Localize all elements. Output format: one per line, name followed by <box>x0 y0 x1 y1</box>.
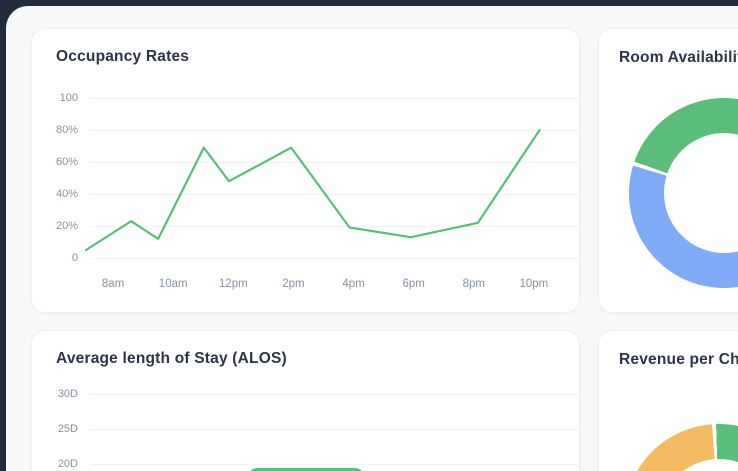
x-axis-tick-label: 10pm <box>519 278 549 290</box>
donut-hole <box>659 459 738 471</box>
gridline <box>91 464 579 465</box>
y-axis-tick-label: 25D <box>57 423 78 435</box>
donut-hole <box>664 133 738 253</box>
alos-bar <box>247 467 364 471</box>
y-axis-tick-label: 20% <box>55 220 78 232</box>
x-axis-tick-label: 6pm <box>402 278 425 290</box>
average-length-of-stay-card: Average length of Stay (ALOS) 30D 25D 20D <box>31 330 580 471</box>
x-axis-tick-label: 8am <box>101 278 125 290</box>
y-axis-tick-label: 40% <box>55 188 78 200</box>
gridline <box>91 258 581 259</box>
occupancy-line-chart: 100 80% 60% 40% 20% 0 8am 10am 12pm 2pm 4pm 6pm 8pm 1… <box>56 92 581 290</box>
card-title: Occupancy Rates <box>56 48 190 65</box>
gridline <box>91 194 581 195</box>
room-availability-card: Room Availability <box>598 28 738 313</box>
gridline <box>91 394 579 395</box>
y-axis-tick-label: 100 <box>59 92 78 104</box>
content-panel: Occupancy Rates 100 80% 60% 40% 20% 0 8am 10am 1… <box>6 6 738 471</box>
y-axis-tick-label: 60% <box>55 156 78 168</box>
revenue-per-channel-donut-chart <box>624 424 738 471</box>
alos-bar-chart: 30D 25D 20D <box>58 388 579 471</box>
x-axis-tick-label: 4pm <box>342 278 365 290</box>
gridline <box>91 226 581 227</box>
y-axis-tick-label: 80% <box>55 124 78 136</box>
gridline <box>91 130 581 131</box>
occupancy-rates-card: Occupancy Rates 100 80% 60% 40% 20% 0 8am 10am 1… <box>31 28 581 313</box>
x-axis-tick-label: 2pm <box>282 278 305 290</box>
room-availability-donut-chart <box>629 98 738 288</box>
gridline <box>91 162 581 163</box>
gridline <box>91 429 579 430</box>
x-axis-tick-label: 8pm <box>462 278 485 290</box>
y-axis-tick-label: 30D <box>57 388 78 400</box>
y-axis-tick-label: 0 <box>71 252 78 264</box>
y-axis-tick-label: 20D <box>57 458 78 470</box>
card-title: Room Availability <box>619 49 738 66</box>
card-title: Revenue per Channel <box>619 351 738 368</box>
card-title: Average length of Stay (ALOS) <box>56 350 287 367</box>
revenue-per-channel-card: Revenue per Channel <box>598 330 738 471</box>
occupancy-line <box>84 128 541 252</box>
x-axis-tick-label: 12pm <box>218 278 248 290</box>
gridline <box>91 98 581 99</box>
x-axis-tick-label: 10am <box>158 278 188 290</box>
